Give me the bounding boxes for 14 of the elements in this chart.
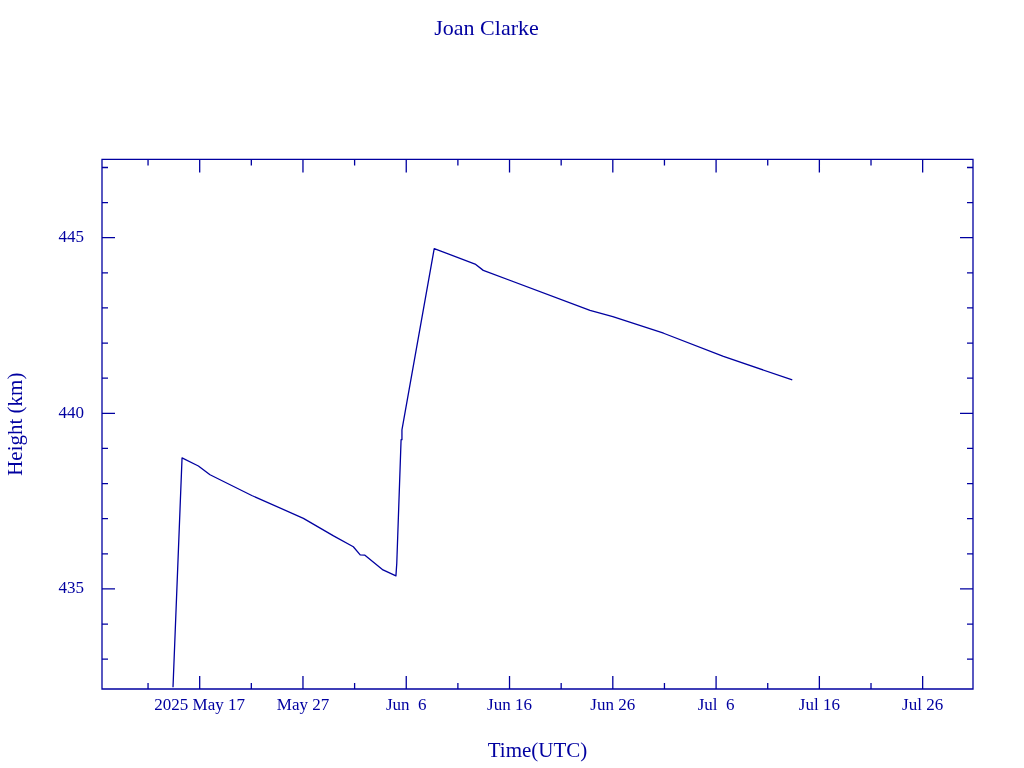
y-tick-label: 440 bbox=[58, 402, 84, 422]
x-tick-label: Jul 6 bbox=[697, 694, 735, 714]
y-axis-title: Height (km) bbox=[3, 372, 28, 476]
y-tick-label: 435 bbox=[58, 578, 84, 598]
x-tick-label: Jun 26 bbox=[590, 694, 636, 714]
chart-title: Joan Clarke bbox=[434, 14, 539, 40]
x-axis-title: Time(UTC) bbox=[487, 737, 588, 762]
x-tick-label: Jun 6 bbox=[385, 694, 427, 714]
x-tick-label: Jun 16 bbox=[487, 694, 532, 714]
x-tick-label: Jul 26 bbox=[902, 694, 944, 714]
x-tick-label: 2025 May 17 bbox=[154, 694, 246, 714]
x-tick-label: May 27 bbox=[276, 694, 330, 714]
y-tick-label: 445 bbox=[58, 227, 84, 247]
x-tick-label: Jul 16 bbox=[798, 694, 840, 714]
